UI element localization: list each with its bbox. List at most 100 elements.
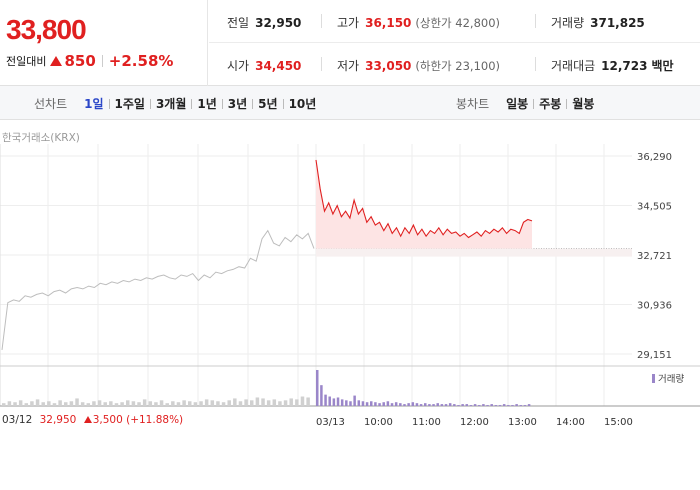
volume-bar-today: [415, 403, 419, 406]
y-tick-label: 32,721: [637, 251, 672, 262]
volume-bar-prev: [114, 403, 119, 406]
change-percent: +2.58%: [108, 52, 174, 70]
prev-day-close: 32,950: [39, 414, 77, 426]
volume-bar-today: [428, 404, 431, 406]
change-label: 전일대비: [6, 55, 47, 68]
divider: [108, 98, 110, 109]
volume-bar-prev: [75, 398, 79, 406]
volume-bar-prev: [154, 402, 158, 406]
divider: [535, 57, 536, 71]
volume-bar-prev: [92, 401, 96, 406]
y-tick-label: 34,505: [637, 202, 672, 213]
volume-bar-prev: [120, 402, 124, 406]
volume-bar-today: [515, 404, 518, 406]
volume-bar-prev: [261, 398, 265, 406]
volume-bar-prev: [244, 399, 248, 406]
volume-bar-prev: [289, 398, 293, 406]
quote-summary: 33,800 전일대비 850 +2.58% 전일 32,950 고가 36,150…: [0, 0, 700, 86]
period-tab-5[interactable]: 5년: [258, 97, 278, 111]
volume-bar-today: [332, 398, 336, 406]
volume-bar-prev: [80, 402, 85, 406]
volume-bar-today: [382, 402, 385, 406]
period-tab-6[interactable]: 10년: [288, 97, 317, 111]
volume-bar-prev: [278, 401, 282, 406]
period-tab-2[interactable]: 3개월: [155, 97, 187, 111]
x-tick-label: 10:00: [364, 417, 393, 428]
stat-low: 저가 33,050 (하한가 23,100): [337, 59, 501, 73]
volume-bar-prev: [35, 399, 40, 406]
volume-bar-today: [432, 404, 435, 406]
volume-bar-today: [365, 402, 369, 406]
y-tick-label: 30,936: [637, 300, 672, 311]
period-tab-3[interactable]: 1년: [197, 97, 217, 111]
volume-bar-today: [386, 401, 390, 406]
volume-bar-today: [345, 400, 348, 406]
volume-bar-prev: [233, 398, 237, 406]
period-tab-0[interactable]: 1일: [84, 97, 104, 111]
stat-turnover: 거래대금 12,723 백만: [551, 59, 674, 73]
volume-bar-today: [340, 399, 344, 406]
volume-bar-prev: [300, 396, 305, 406]
stat-volume: 거래량 371,825: [551, 16, 645, 30]
volume-bar-prev: [250, 400, 254, 406]
x-tick-label: 15:00: [604, 417, 633, 428]
volume-bar-prev: [18, 400, 23, 406]
x-tick-label: 03/13: [316, 417, 345, 428]
x-tick-label: 12:00: [460, 417, 489, 428]
candle-tab-0[interactable]: 일봉: [506, 97, 529, 111]
prev-day-change: 3,500: [92, 414, 123, 426]
stat-prev-close: 전일 32,950: [227, 16, 302, 30]
volume-bar-prev: [176, 402, 181, 406]
volume-bar-prev: [30, 401, 34, 406]
volume-bar-prev: [137, 402, 141, 406]
stats-row-1: 전일 32,950 고가 36,150 (상한가 42,800) 거래량 371,825: [209, 0, 700, 43]
volume-bar-today: [324, 394, 327, 406]
prev-day-line: [1, 229, 315, 350]
volume-bar-prev: [283, 400, 288, 406]
price-chart[interactable]: 36,290 34,505 32,721 30,936 29,151 거래량 03/13 10…: [0, 144, 700, 434]
x-tick-label: 13:00: [508, 417, 537, 428]
volume-bar-today: [511, 405, 514, 406]
period-tab-4[interactable]: 3년: [227, 97, 248, 111]
volume-bar-today: [361, 401, 365, 406]
divider: [533, 98, 535, 109]
chart-toolbar: 선차트 1일 1주일 3개월 1년 3년 5년 10년 봉차트 일봉 주봉 월봉: [0, 86, 700, 120]
volume-bar-today: [399, 403, 402, 406]
stat-high: 고가 36,150 (상한가 42,800): [337, 16, 501, 30]
volume-bar-today: [469, 405, 473, 406]
today-area: [316, 159, 532, 249]
change-value: 850: [64, 52, 96, 70]
volume-bar-today: [336, 397, 340, 406]
today-base-band: [316, 248, 632, 257]
chart-canvas: 36,290 34,505 32,721 30,936 29,151 거래량 03/13 10…: [0, 144, 700, 428]
candle-tab-1[interactable]: 주봉: [539, 97, 562, 111]
volume-bar-today: [440, 404, 444, 406]
candle-tab-2[interactable]: 월봉: [572, 97, 595, 111]
volume-bar-today: [502, 404, 506, 406]
volume-bar-today: [457, 405, 460, 406]
volume-bar-prev: [165, 403, 169, 406]
divider: [149, 98, 151, 109]
volume-bar-today: [328, 396, 331, 406]
today-line: [315, 159, 533, 239]
line-chart-title: 선차트: [34, 97, 68, 111]
volume-bar-prev: [159, 400, 164, 406]
y-tick-label: 36,290: [637, 152, 672, 163]
volume-bar-prev: [306, 397, 310, 406]
volume-bar-today: [374, 402, 377, 406]
volume-bar-today: [419, 404, 423, 406]
divider: [321, 57, 322, 71]
volume-bar-prev: [131, 401, 136, 406]
period-tab-1[interactable]: 1주일: [114, 97, 145, 111]
volume-bar-prev: [171, 401, 175, 406]
volume-bar-prev: [295, 399, 299, 406]
stats-panel: 전일 32,950 고가 36,150 (상한가 42,800) 거래량 371,825…: [209, 0, 700, 86]
volume-bar-prev: [13, 402, 17, 406]
volume-bar-today: [527, 404, 531, 406]
prev-day-date: 03/12: [2, 414, 33, 426]
volume-bar-prev: [2, 403, 6, 406]
volume-bar-today: [461, 404, 464, 406]
volume-bar-prev: [52, 403, 57, 406]
volume-bar-today: [353, 395, 356, 406]
volume-bar-today: [523, 405, 527, 406]
